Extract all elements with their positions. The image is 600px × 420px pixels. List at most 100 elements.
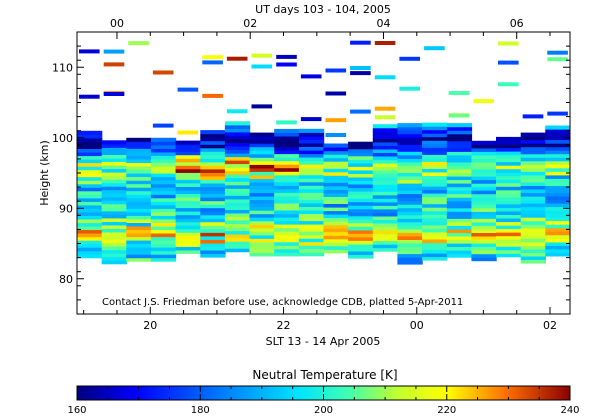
heatmap-cell — [520, 150, 546, 155]
heatmap-cell — [471, 250, 497, 255]
heatmap-cell — [274, 234, 300, 239]
heatmap-cell — [101, 221, 127, 226]
heatmap-cell — [422, 217, 448, 222]
heatmap-cell — [77, 194, 103, 199]
heatmap-cell — [496, 172, 522, 177]
heatmap-cell — [224, 220, 251, 225]
heatmap-cell — [77, 130, 103, 135]
heatmap-cell — [471, 239, 497, 244]
heatmap-cell — [175, 182, 201, 187]
heatmap-cell — [224, 149, 251, 154]
heatmap-cell — [101, 143, 127, 148]
heatmap-cell — [471, 218, 497, 223]
heatmap-cell — [274, 245, 300, 250]
heatmap-cell — [101, 140, 127, 145]
heatmap-cell — [249, 167, 275, 172]
heatmap-cell — [422, 235, 448, 240]
heatmap-cell — [520, 160, 546, 165]
bottom-tick-label: 22 — [277, 319, 291, 332]
heatmap-cell — [323, 171, 349, 176]
heatmap-cell — [397, 214, 423, 219]
heatmap-cell — [520, 153, 546, 158]
heatmap-cell — [323, 182, 349, 187]
heatmap-cell — [547, 50, 568, 55]
heatmap-cell — [372, 244, 399, 249]
heatmap-cell — [200, 242, 226, 247]
heatmap-cell — [471, 161, 497, 166]
heatmap-cell — [323, 228, 349, 233]
heatmap-cell — [77, 137, 103, 142]
heatmap-cell — [224, 184, 251, 189]
heatmap-cell — [397, 193, 423, 198]
heatmap-cell — [422, 154, 448, 159]
heatmap-cell — [175, 189, 201, 194]
heatmap-cell — [150, 215, 177, 220]
heatmap-cell — [422, 245, 448, 250]
heatmap-cell — [397, 260, 423, 265]
heatmap-cell — [372, 180, 399, 185]
heatmap-cell — [298, 167, 325, 172]
heatmap-cell — [77, 229, 103, 234]
heatmap-cell — [274, 160, 300, 165]
heatmap-cell — [446, 176, 473, 181]
heatmap-cell — [77, 204, 103, 209]
heatmap-cell — [496, 168, 522, 173]
heatmap-cell — [471, 176, 497, 181]
heatmap-cell — [249, 248, 275, 253]
heatmap-cell — [372, 247, 399, 252]
heatmap-cell — [496, 179, 522, 184]
heatmap-cell — [348, 226, 374, 231]
heatmap-cell — [397, 221, 423, 226]
heatmap-cell — [150, 208, 177, 213]
heatmap-cell — [446, 211, 473, 216]
bottom-tick-label: 20 — [143, 319, 157, 332]
heatmap-cell — [545, 167, 570, 172]
heatmap-cell — [126, 190, 152, 195]
heatmap-cell — [175, 249, 201, 254]
heatmap-cell — [348, 222, 374, 227]
heatmap-cell — [150, 211, 177, 216]
heatmap-cell — [177, 87, 199, 92]
heatmap-cell — [471, 154, 497, 159]
heatmap-cell — [175, 228, 201, 233]
heatmap-cell — [150, 250, 177, 255]
heatmap-cell — [471, 165, 497, 170]
heatmap-cell — [126, 176, 152, 181]
heatmap-cell — [471, 179, 497, 184]
heatmap-cell — [348, 201, 374, 206]
heatmap-cell — [446, 228, 473, 233]
heatmap-cell — [175, 242, 201, 247]
heatmap-cell — [397, 158, 423, 163]
heatmap-cell — [422, 179, 448, 184]
heatmap-cell — [77, 155, 103, 160]
heatmap-cell — [372, 124, 399, 129]
heatmap-cell — [200, 158, 226, 163]
heatmap-cell — [224, 198, 251, 203]
heatmap-cell — [446, 140, 473, 145]
heatmap-cell — [298, 139, 325, 144]
heatmap-cell — [175, 225, 201, 230]
heatmap-cell — [300, 117, 322, 122]
heatmap-cell — [175, 197, 201, 202]
heatmap-cell — [101, 179, 127, 184]
heatmap-cell — [397, 130, 423, 135]
heatmap-cell — [251, 53, 273, 58]
heatmap-cell — [496, 147, 522, 152]
heatmap-cell — [520, 231, 546, 236]
heatmap-cell — [496, 207, 522, 212]
heatmap-cell — [249, 160, 275, 165]
heatmap-cell — [498, 82, 519, 87]
heatmap-cell — [101, 260, 127, 265]
heatmap-cell — [471, 193, 497, 198]
heatmap-cell — [224, 138, 251, 143]
heatmap-cell — [298, 153, 325, 158]
heatmap-cell — [150, 183, 177, 188]
heatmap-cell — [498, 60, 519, 65]
heatmap-cell — [274, 171, 300, 176]
heatmap-cell — [126, 201, 152, 206]
heatmap-cell — [348, 247, 374, 252]
heatmap-cell — [126, 187, 152, 192]
heatmap-cell — [397, 179, 423, 184]
heatmap-cell — [224, 209, 251, 214]
heatmap-cell — [126, 197, 152, 202]
